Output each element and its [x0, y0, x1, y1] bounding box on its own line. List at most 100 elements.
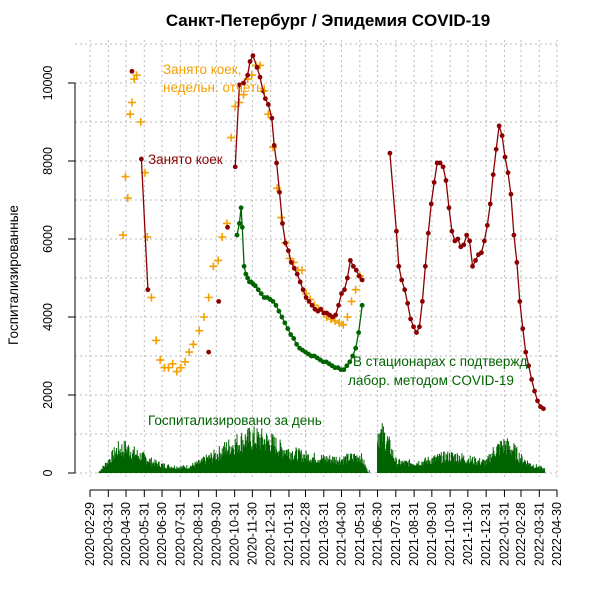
series-point — [236, 221, 242, 226]
series-point — [396, 263, 402, 269]
series-point — [350, 263, 356, 269]
series-point — [288, 260, 294, 265]
series-point — [359, 302, 365, 308]
series-point — [129, 68, 135, 74]
x-tick-label: 2021-11-30 — [461, 502, 475, 565]
series-point — [479, 250, 484, 256]
weekly-beds-point — [339, 320, 348, 329]
series-point — [318, 306, 324, 312]
series-point — [285, 248, 291, 254]
series-point — [449, 228, 455, 234]
series-point — [279, 314, 285, 320]
series-point — [350, 353, 356, 359]
weekly-beds-point — [297, 266, 306, 275]
weekly-beds-point — [147, 293, 156, 302]
series-point — [541, 406, 546, 412]
series-point — [270, 299, 276, 304]
series-point — [484, 222, 490, 228]
series-point — [277, 189, 282, 195]
series-point — [345, 275, 350, 281]
series-point — [252, 283, 258, 289]
y-tick-label: 8000 — [41, 147, 55, 175]
y-tick-label: 0 — [41, 469, 55, 476]
annotation-confirmed-line2: лабор. методом COVID-19 — [348, 373, 514, 388]
x-tick-label: 2020-08-31 — [192, 502, 206, 566]
series-point — [306, 299, 312, 304]
series-point — [347, 359, 353, 365]
series-point — [245, 72, 251, 78]
annotation-confirmed-line1: В стационарах с подтвержд. — [353, 354, 531, 369]
series-point — [493, 146, 499, 152]
series-point — [254, 65, 260, 70]
series-point — [517, 299, 523, 304]
series-point — [408, 316, 413, 322]
series-point — [505, 170, 511, 176]
x-tick-label: 2020-10-31 — [228, 502, 242, 566]
y-axis-title: Госпитализированные — [6, 205, 21, 345]
series-point — [387, 150, 393, 156]
series-point — [282, 320, 288, 326]
series-point — [274, 160, 279, 166]
annotation-beds-occupied: Занято коек — [148, 152, 223, 167]
series-point — [359, 277, 365, 283]
x-tick-label: 2020-07-31 — [173, 502, 187, 566]
series-point — [511, 232, 517, 238]
x-tick-label: 2021-07-31 — [389, 502, 403, 566]
series-point — [437, 160, 443, 166]
series-point — [425, 230, 431, 236]
weekly-beds-point — [347, 297, 356, 306]
y-tick-label: 4000 — [41, 303, 55, 331]
series-point — [238, 205, 244, 211]
series-point — [535, 398, 540, 404]
series-point — [333, 312, 339, 318]
series-point — [342, 287, 347, 293]
series-point — [260, 88, 266, 94]
weekly-beds-point — [273, 184, 282, 193]
x-tick-label: 2020-06-30 — [155, 502, 169, 566]
x-tick-label: 2021-06-30 — [371, 502, 385, 566]
weekly-beds-point — [132, 71, 141, 80]
weekly-beds-point — [204, 293, 213, 302]
series-point — [300, 287, 306, 293]
series-point — [470, 263, 475, 269]
series-point — [467, 238, 473, 244]
series-point — [258, 291, 264, 296]
series-point — [496, 123, 502, 129]
series-point — [145, 287, 151, 293]
series-1 — [129, 53, 546, 412]
series-point — [529, 377, 535, 382]
x-tick-label: 2020-09-30 — [209, 502, 223, 566]
x-tick-label: 2021-03-31 — [317, 502, 331, 566]
x-tick-label: 2020-12-31 — [264, 502, 278, 566]
series-point — [291, 336, 297, 341]
series-point — [356, 273, 362, 279]
weekly-beds-point — [209, 262, 218, 271]
x-tick-label: 2020-02-29 — [83, 502, 97, 566]
x-tick-label: 2022-04-30 — [550, 502, 564, 566]
annotation-weekly-beds-line2: недельн. отчеты — [163, 80, 266, 95]
weekly-beds-point — [239, 90, 248, 99]
x-tick-label: 2022-01-31 — [497, 502, 511, 566]
series-point — [431, 180, 437, 185]
weekly-beds-point — [126, 110, 135, 119]
series-point — [247, 59, 253, 64]
weekly-beds-point — [185, 348, 194, 357]
series-point — [347, 258, 353, 263]
axes: 0 2000 4000 6000 8000 10000 2020-02-29 2020-03-… — [41, 66, 564, 566]
series-point — [271, 143, 277, 148]
weekly-beds-point — [156, 355, 165, 364]
series-point — [414, 330, 419, 335]
series-point — [508, 191, 514, 197]
series-point — [419, 299, 425, 304]
weekly-beds-point — [189, 340, 198, 349]
x-tick-label: 2022-03-31 — [532, 502, 546, 566]
series-point — [273, 302, 279, 308]
series-point — [294, 341, 300, 347]
series-layer — [119, 53, 546, 412]
x-tick-label: 2021-10-31 — [443, 502, 457, 566]
series-point — [417, 324, 422, 330]
series-point — [234, 232, 240, 238]
series-point — [138, 156, 144, 162]
series-point — [464, 232, 470, 238]
